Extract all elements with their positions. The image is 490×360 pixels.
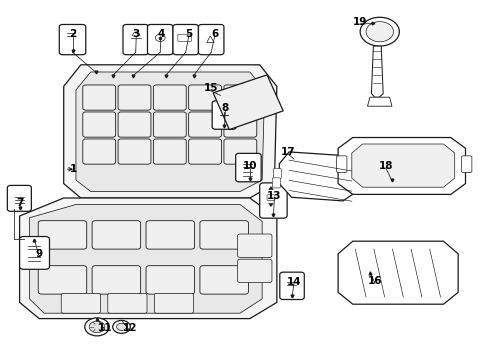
FancyBboxPatch shape: [61, 293, 100, 313]
Text: 12: 12: [122, 323, 137, 333]
Circle shape: [113, 320, 130, 333]
Polygon shape: [76, 72, 265, 192]
Text: 4: 4: [157, 29, 165, 39]
FancyBboxPatch shape: [350, 171, 358, 181]
Circle shape: [89, 321, 105, 333]
Polygon shape: [20, 198, 277, 319]
FancyBboxPatch shape: [92, 221, 141, 249]
Polygon shape: [29, 204, 262, 313]
FancyBboxPatch shape: [260, 183, 287, 218]
FancyBboxPatch shape: [189, 112, 221, 137]
Text: 10: 10: [243, 161, 257, 171]
Polygon shape: [279, 152, 357, 201]
FancyBboxPatch shape: [123, 24, 148, 55]
FancyBboxPatch shape: [83, 85, 116, 110]
FancyBboxPatch shape: [118, 112, 151, 137]
FancyBboxPatch shape: [198, 24, 224, 55]
Polygon shape: [338, 138, 466, 194]
Circle shape: [117, 323, 126, 330]
Text: 18: 18: [379, 161, 393, 171]
FancyBboxPatch shape: [83, 112, 116, 137]
FancyBboxPatch shape: [200, 221, 248, 249]
FancyBboxPatch shape: [146, 266, 195, 294]
FancyBboxPatch shape: [153, 112, 186, 137]
Circle shape: [366, 22, 393, 42]
FancyBboxPatch shape: [212, 101, 236, 129]
Text: 14: 14: [287, 276, 301, 287]
FancyBboxPatch shape: [189, 85, 221, 110]
FancyBboxPatch shape: [173, 24, 198, 55]
Circle shape: [85, 318, 109, 336]
Text: 7: 7: [16, 198, 24, 208]
FancyBboxPatch shape: [92, 266, 141, 294]
FancyBboxPatch shape: [38, 266, 87, 294]
FancyBboxPatch shape: [154, 293, 194, 313]
Polygon shape: [64, 65, 277, 198]
FancyBboxPatch shape: [147, 24, 173, 55]
FancyBboxPatch shape: [236, 153, 261, 182]
Text: 1: 1: [70, 164, 77, 174]
Polygon shape: [368, 97, 392, 106]
Polygon shape: [338, 241, 458, 304]
FancyBboxPatch shape: [273, 168, 281, 179]
FancyBboxPatch shape: [350, 182, 358, 192]
Text: 3: 3: [133, 29, 140, 39]
FancyBboxPatch shape: [59, 24, 86, 55]
FancyBboxPatch shape: [337, 156, 347, 172]
Text: 16: 16: [368, 276, 382, 286]
Text: 5: 5: [185, 29, 192, 39]
FancyBboxPatch shape: [280, 272, 304, 300]
Text: 15: 15: [203, 83, 218, 93]
FancyBboxPatch shape: [153, 85, 186, 110]
Text: 13: 13: [267, 191, 282, 201]
Polygon shape: [213, 75, 283, 130]
FancyBboxPatch shape: [224, 112, 257, 137]
FancyBboxPatch shape: [224, 85, 257, 110]
FancyBboxPatch shape: [238, 234, 272, 257]
FancyBboxPatch shape: [146, 221, 195, 249]
Polygon shape: [371, 46, 383, 97]
FancyBboxPatch shape: [462, 156, 472, 172]
Circle shape: [360, 17, 399, 46]
FancyBboxPatch shape: [118, 85, 151, 110]
Text: 19: 19: [353, 17, 368, 27]
Text: 9: 9: [36, 249, 43, 259]
Text: 17: 17: [281, 147, 295, 157]
Text: 11: 11: [98, 323, 113, 333]
FancyBboxPatch shape: [108, 293, 147, 313]
Polygon shape: [269, 203, 273, 207]
FancyBboxPatch shape: [238, 259, 272, 283]
FancyBboxPatch shape: [189, 139, 221, 164]
Text: 8: 8: [222, 103, 229, 113]
FancyBboxPatch shape: [7, 185, 31, 211]
Polygon shape: [269, 186, 273, 190]
Text: 6: 6: [211, 29, 218, 39]
Polygon shape: [352, 144, 455, 187]
FancyBboxPatch shape: [224, 139, 257, 164]
FancyBboxPatch shape: [83, 139, 116, 164]
FancyBboxPatch shape: [118, 139, 151, 164]
FancyBboxPatch shape: [153, 139, 186, 164]
FancyBboxPatch shape: [20, 237, 49, 269]
Text: 2: 2: [69, 29, 76, 39]
FancyBboxPatch shape: [272, 178, 280, 188]
FancyBboxPatch shape: [200, 266, 248, 294]
FancyBboxPatch shape: [38, 221, 87, 249]
